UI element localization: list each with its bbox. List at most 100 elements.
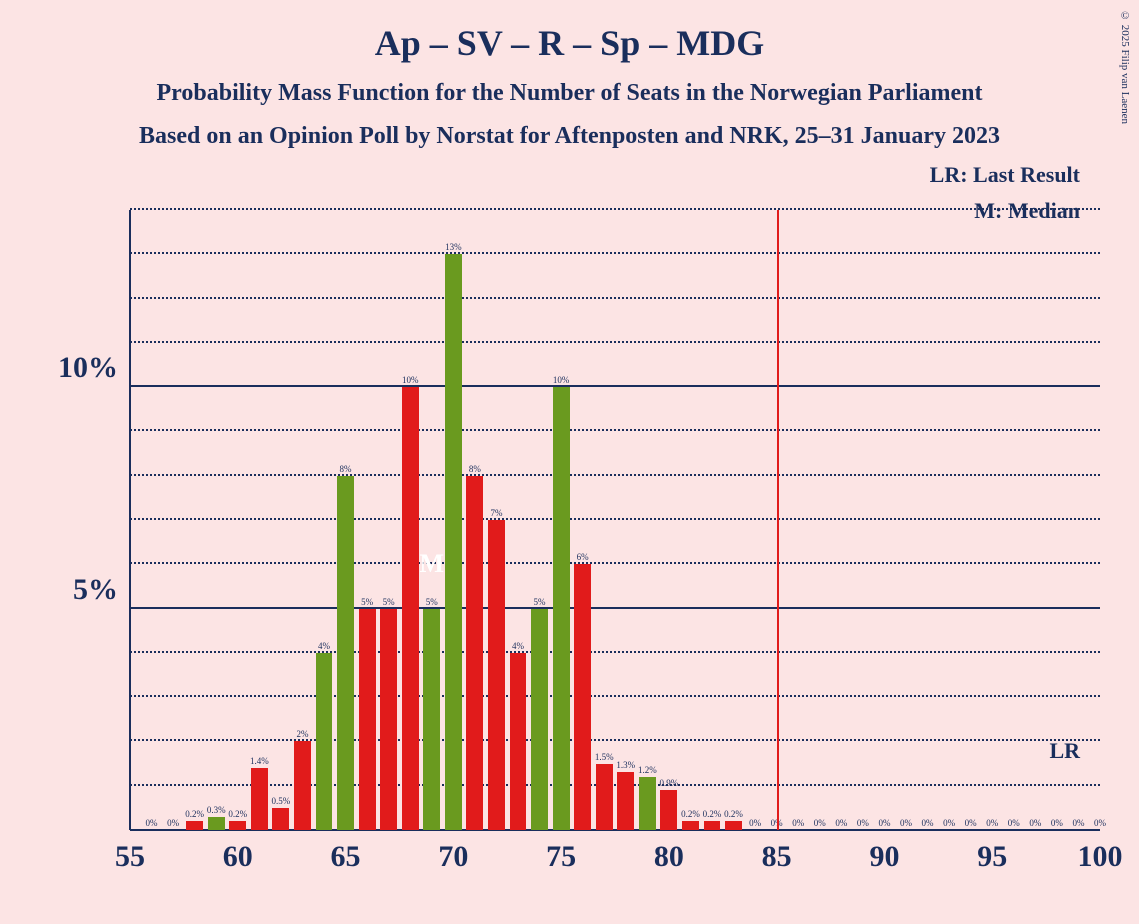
x-axis-label: 55: [115, 840, 145, 874]
bar-label: 4%: [512, 641, 524, 651]
bar-label: 1.4%: [250, 756, 269, 766]
bar-label: 0%: [749, 818, 761, 828]
gridline: [130, 385, 1100, 387]
bar: 8%: [337, 476, 354, 830]
x-axis-label: 90: [869, 840, 899, 874]
bar-label: 5%: [534, 597, 546, 607]
bar-label: 0%: [146, 818, 158, 828]
chart-container: Ap – SV – R – Sp – MDG Probability Mass …: [0, 0, 1139, 924]
y-axis-label: 5%: [73, 573, 118, 607]
bar: 6%: [574, 564, 591, 830]
bar-label: 1.3%: [616, 760, 635, 770]
bar-label: 0%: [1051, 818, 1063, 828]
bar-label: 6%: [577, 552, 589, 562]
x-axis-label: 100: [1078, 840, 1123, 874]
bar-label: 0.2%: [724, 809, 743, 819]
bar-label: 0%: [792, 818, 804, 828]
bar-label: 0.9%: [660, 778, 679, 788]
bar-label: 5%: [426, 597, 438, 607]
plot-area: LR: Last Result M: Median 5%10%556065707…: [130, 210, 1100, 830]
bar: 1.4%: [251, 768, 268, 830]
bar: 1.2%: [639, 777, 656, 830]
bar: 10%: [553, 387, 570, 830]
bar-label: 4%: [318, 641, 330, 651]
x-axis-label: 75: [546, 840, 576, 874]
bar-label: 0%: [922, 818, 934, 828]
x-axis-label: 85: [762, 840, 792, 874]
bar: 7%: [488, 520, 505, 830]
x-axis-label: 95: [977, 840, 1007, 874]
chart-subtitle-1: Probability Mass Function for the Number…: [0, 80, 1139, 107]
bar-label: 0%: [900, 818, 912, 828]
bar-label: 0%: [1029, 818, 1041, 828]
bar-label: 0%: [167, 818, 179, 828]
bar-label: 0%: [943, 818, 955, 828]
gridline: [130, 474, 1100, 476]
x-axis-label: 70: [438, 840, 468, 874]
bar: 5%: [359, 609, 376, 830]
bar-label: 0.2%: [681, 809, 700, 819]
bar: 5%: [531, 609, 548, 830]
bar-label: 8%: [340, 464, 352, 474]
bar: 0.2%: [682, 821, 699, 830]
legend-m: M: Median: [974, 198, 1080, 224]
bar-label: 0.2%: [228, 809, 247, 819]
bar-label: 0%: [1008, 818, 1020, 828]
bar-label: 0%: [1072, 818, 1084, 828]
bar-label: 1.2%: [638, 765, 657, 775]
lr-marker: LR: [1049, 738, 1080, 764]
bar-label: 0%: [1094, 818, 1106, 828]
copyright-text: © 2025 Filip van Laenen: [1119, 10, 1131, 124]
gridline: [130, 518, 1100, 520]
gridline: [130, 252, 1100, 254]
bar-label: 0%: [986, 818, 998, 828]
y-axis: [129, 210, 131, 830]
bar-label: 0%: [835, 818, 847, 828]
x-axis-label: 60: [223, 840, 253, 874]
bar: 0.9%: [660, 790, 677, 830]
gridline: [130, 562, 1100, 564]
bar: 0.2%: [229, 821, 246, 830]
bar-label: 0.2%: [703, 809, 722, 819]
bar: 5%: [423, 609, 440, 830]
bar-label: 0%: [814, 818, 826, 828]
bar: 10%: [402, 387, 419, 830]
gridline: [130, 208, 1100, 210]
chart-title: Ap – SV – R – Sp – MDG: [0, 0, 1139, 64]
gridline: [130, 297, 1100, 299]
bar-label: 0.5%: [272, 796, 291, 806]
bar-label: 10%: [553, 375, 570, 385]
chart-subtitle-2: Based on an Opinion Poll by Norstat for …: [0, 123, 1139, 150]
bar: 5%: [380, 609, 397, 830]
bar-label: 0.3%: [207, 805, 226, 815]
bar: 4%: [510, 653, 527, 830]
bar-label: 10%: [402, 375, 419, 385]
bar: 8%: [466, 476, 483, 830]
bar-label: 1.5%: [595, 752, 614, 762]
gridline: [130, 784, 1100, 786]
gridline: [130, 429, 1100, 431]
gridline: [130, 651, 1100, 653]
bar: 0.5%: [272, 808, 289, 830]
gridline: [130, 341, 1100, 343]
bar: 13%: [445, 254, 462, 830]
bar: 0.2%: [186, 821, 203, 830]
bar-label: 5%: [383, 597, 395, 607]
bar-label: 0%: [965, 818, 977, 828]
bar: 1.5%: [596, 764, 613, 830]
bar-label: 0%: [857, 818, 869, 828]
bar-label: 0.2%: [185, 809, 204, 819]
gridline: [130, 739, 1100, 741]
y-axis-label: 10%: [58, 351, 118, 385]
bar-label: 8%: [469, 464, 481, 474]
bar: 0.3%: [208, 817, 225, 830]
bar: 2%: [294, 741, 311, 830]
gridline: [130, 607, 1100, 609]
x-axis-label: 80: [654, 840, 684, 874]
bar: 4%: [316, 653, 333, 830]
x-axis-label: 65: [331, 840, 361, 874]
bar: 1.3%: [617, 772, 634, 830]
bar-label: 7%: [490, 508, 502, 518]
bar-label: 0%: [878, 818, 890, 828]
legend-lr: LR: Last Result: [930, 162, 1080, 188]
